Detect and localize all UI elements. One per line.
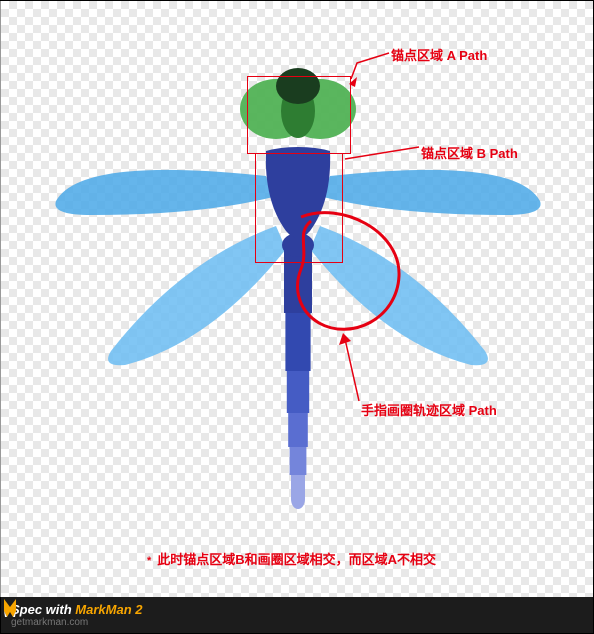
annotation-overlay — [1, 1, 593, 597]
leader-circle — [345, 339, 359, 401]
app-frame: 锚点区域 A Path 锚点区域 B Path 手指画圈轨迹区域 Path * 此… — [0, 0, 594, 634]
note-text: 此时锚点区域B和画圈区域相交，而区域A不相交 — [157, 552, 436, 567]
footer-text: Spec with MarkMan 2 getmarkman.com — [11, 602, 143, 628]
bottom-note: * 此时锚点区域B和画圈区域相交，而区域A不相交 — [147, 549, 436, 568]
finger-circle-path — [298, 213, 399, 330]
note-star-icon: * — [147, 555, 151, 567]
canvas-area: 锚点区域 A Path 锚点区域 B Path 手指画圈轨迹区域 Path * 此… — [1, 1, 593, 597]
markman-icon — [1, 597, 19, 619]
arrow-a-head — [349, 77, 357, 87]
label-circle: 手指画圈轨迹区域 Path — [361, 400, 497, 419]
leader-b — [345, 147, 419, 159]
label-a: 锚点区域 A Path — [391, 45, 487, 64]
arrow-a — [351, 53, 389, 79]
footer-title: Spec with MarkMan 2 — [11, 602, 143, 617]
footer-bar: Spec with MarkMan 2 getmarkman.com — [1, 597, 593, 633]
footer-title-prefix: Spec with — [11, 602, 75, 617]
footer-title-suffix: 2 — [132, 602, 143, 617]
label-b: 锚点区域 B Path — [421, 143, 518, 162]
leader-circle-head — [339, 333, 351, 345]
footer-title-brand: MarkMan — [75, 602, 131, 617]
footer-url[interactable]: getmarkman.com — [11, 617, 143, 628]
